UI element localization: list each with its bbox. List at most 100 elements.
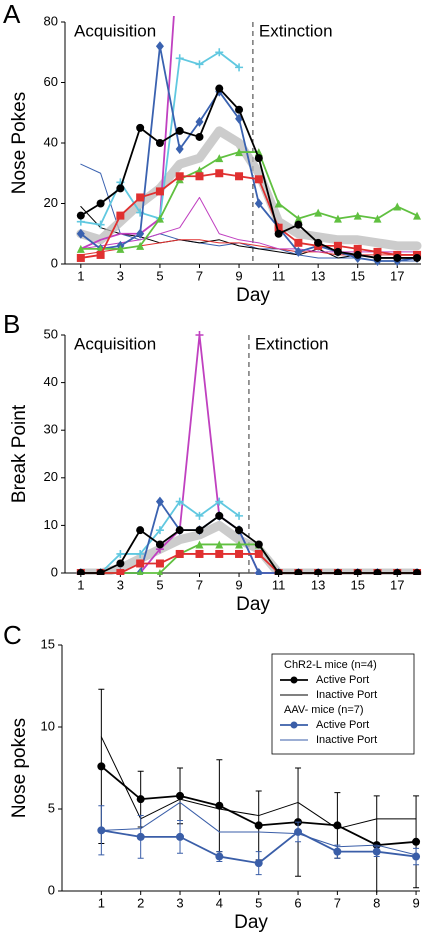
marker: [215, 154, 224, 163]
y-tick-label: 5: [48, 800, 55, 815]
x-tick-label: 1: [98, 895, 105, 910]
marker: [353, 211, 362, 220]
marker: [294, 220, 303, 229]
marker: [155, 540, 164, 549]
marker: [96, 199, 105, 208]
marker: [254, 549, 263, 558]
legend-label: Active Port: [316, 719, 369, 731]
marker: [76, 569, 85, 575]
panel-label: C: [3, 620, 22, 650]
marker: [413, 211, 422, 220]
marker: [136, 123, 145, 132]
marker: [116, 549, 125, 558]
marker: [373, 253, 382, 262]
marker: [254, 568, 263, 575]
x-tick-label: 17: [390, 268, 404, 283]
marker: [175, 172, 184, 181]
annotation: Acquisition: [74, 334, 156, 353]
x-tick-label: 8: [373, 895, 380, 910]
marker: [294, 569, 303, 575]
x-tick-label: 3: [117, 268, 124, 283]
x-tick-label: 6: [294, 895, 301, 910]
marker: [333, 241, 342, 250]
marker: [136, 832, 145, 841]
annotation: Extinction: [259, 21, 333, 40]
y-tick-label: 20: [44, 469, 58, 484]
legend-group: AAV- mice (n=7): [284, 704, 364, 716]
marker: [76, 228, 85, 239]
marker: [274, 569, 283, 575]
marker: [393, 569, 402, 575]
marker: [176, 832, 185, 841]
marker: [76, 211, 85, 220]
y-tick-label: 10: [44, 517, 58, 532]
series-line: [76, 126, 422, 251]
marker: [393, 253, 402, 262]
marker: [353, 569, 362, 575]
x-tick-label: 13: [311, 577, 325, 592]
marker: [314, 569, 323, 575]
plot-area: [97, 688, 421, 893]
x-tick-label: 17: [390, 577, 404, 592]
x-tick-label: 5: [156, 577, 163, 592]
marker: [254, 821, 263, 830]
marker: [116, 569, 125, 575]
series-line: [76, 520, 422, 575]
x-tick-label: 5: [255, 895, 262, 910]
marker: [175, 549, 184, 558]
marker: [294, 238, 303, 247]
x-tick-label: 3: [176, 895, 183, 910]
x-axis-title: Day: [236, 285, 270, 306]
marker: [254, 859, 263, 868]
marker: [373, 569, 382, 575]
y-tick-label: 40: [44, 374, 58, 389]
marker: [215, 801, 224, 810]
marker: [235, 549, 244, 558]
series-line: [79, 151, 418, 250]
y-axis-title: Nose pokes: [9, 718, 30, 818]
marker: [116, 559, 125, 568]
marker: [155, 559, 164, 568]
x-tick-label: 15: [350, 577, 364, 592]
marker: [215, 549, 224, 558]
marker: [195, 132, 204, 141]
legend-label: Active Port: [316, 674, 369, 686]
marker: [96, 569, 105, 575]
marker: [195, 331, 204, 339]
marker: [393, 202, 402, 211]
legend-label: Inactive Port: [316, 734, 377, 746]
marker: [235, 105, 244, 114]
marker: [274, 229, 283, 238]
marker: [235, 172, 244, 181]
x-tick-label: 9: [235, 577, 242, 592]
y-tick-label: 0: [51, 564, 58, 579]
legend-marker: [290, 676, 298, 684]
marker: [176, 791, 185, 800]
marker: [136, 559, 145, 568]
x-tick-label: 11: [272, 577, 286, 592]
marker: [254, 154, 263, 163]
marker: [96, 250, 105, 259]
marker: [215, 497, 224, 506]
annotation: Extinction: [255, 334, 329, 353]
panel-label: B: [3, 309, 20, 339]
series-line: [79, 87, 418, 259]
panel-label: A: [3, 0, 21, 29]
series-line: [100, 736, 417, 830]
x-axis-title: Day: [236, 594, 270, 615]
marker: [136, 193, 145, 202]
marker: [136, 241, 145, 250]
x-tick-label: 2: [137, 895, 144, 910]
marker: [235, 526, 244, 535]
x-tick-label: 5: [156, 268, 163, 283]
marker: [195, 511, 204, 520]
marker: [235, 148, 244, 157]
x-tick-label: 11: [272, 268, 286, 283]
y-tick-label: 60: [44, 74, 58, 89]
marker: [136, 549, 145, 558]
marker: [175, 54, 184, 63]
legend-group: ChR2-L mice (n=4): [284, 659, 377, 671]
marker: [353, 244, 362, 253]
y-tick-label: 0: [51, 255, 58, 270]
x-tick-label: 13: [311, 268, 325, 283]
